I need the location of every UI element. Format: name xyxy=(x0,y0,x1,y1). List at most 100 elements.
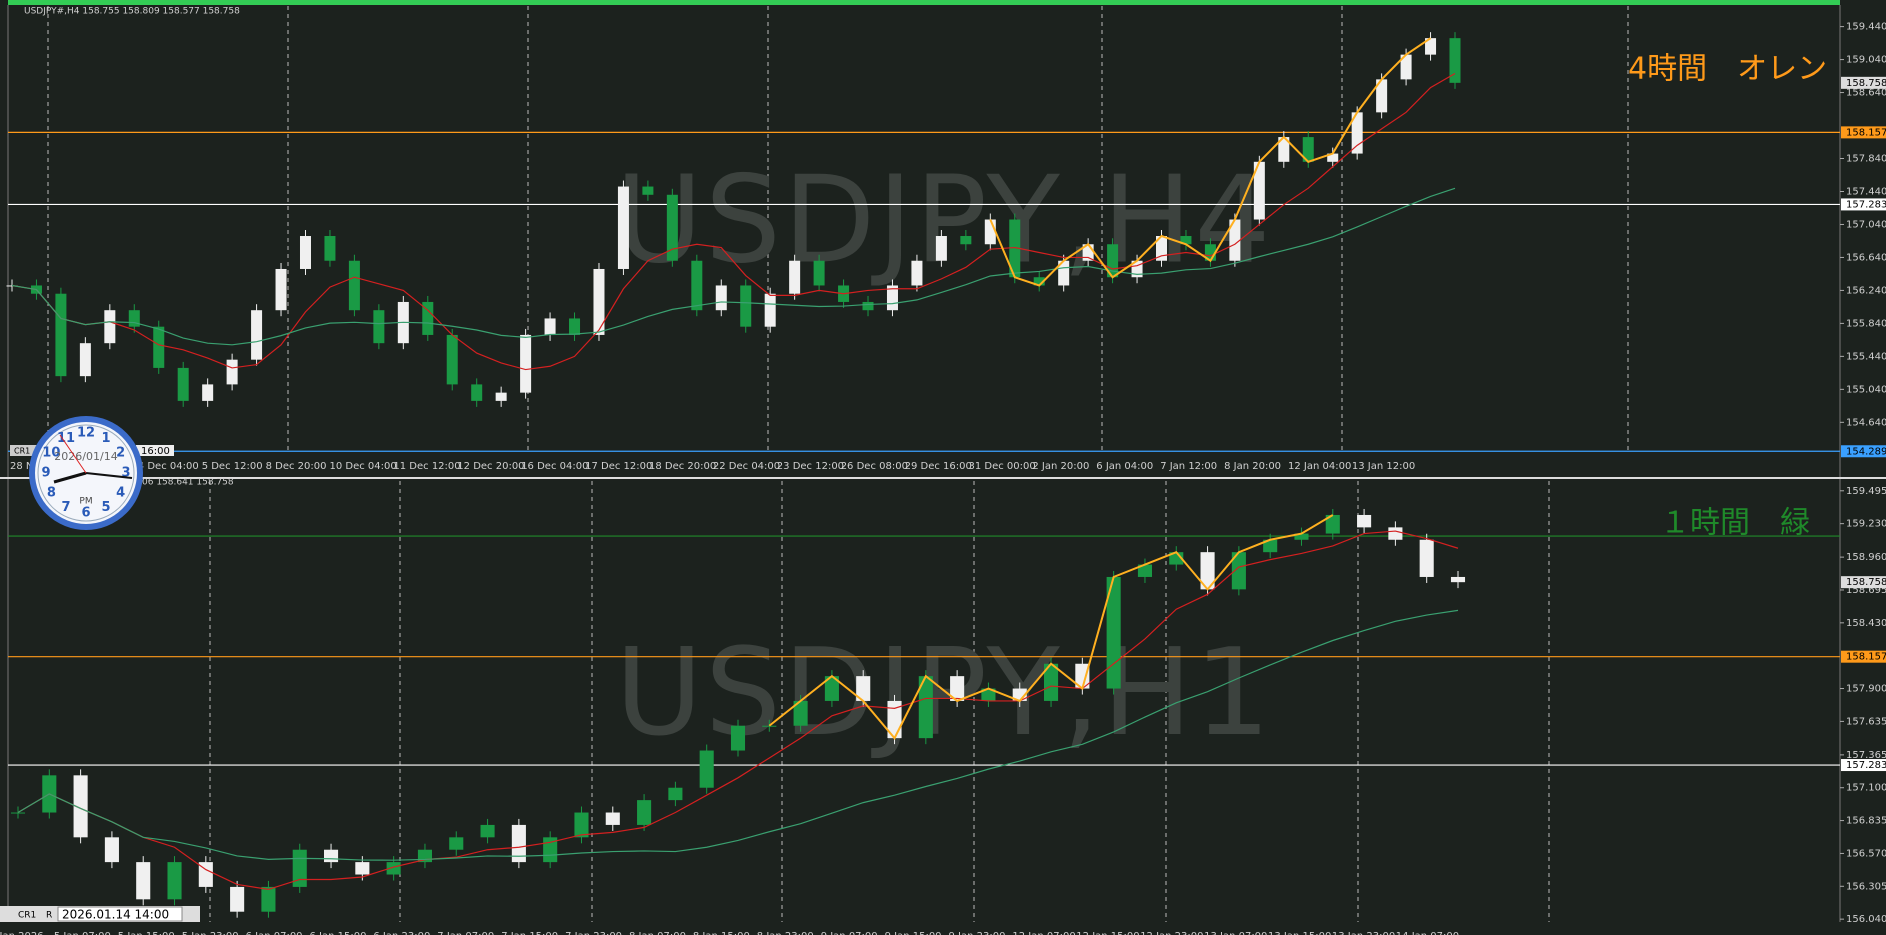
y-tick-label: 157.040 xyxy=(1846,219,1886,230)
x-tick-label: 10 Dec 04:00 xyxy=(330,461,397,472)
level-label: 157.283 xyxy=(1846,760,1886,771)
candle xyxy=(1204,244,1216,261)
candle xyxy=(793,700,808,726)
candle xyxy=(666,194,678,261)
candle xyxy=(480,824,495,838)
candle xyxy=(637,800,652,825)
status-corner: CR1 xyxy=(18,911,36,921)
x-tick-label: 5 Jan 23:00 xyxy=(182,931,239,935)
candle xyxy=(520,334,532,393)
x-tick-label: 6 Jan 04:00 xyxy=(1096,461,1153,472)
x-tick-label: 29 Dec 16:00 xyxy=(905,461,972,472)
y-tick-label: 157.365 xyxy=(1846,750,1886,761)
y-tick-label: 157.635 xyxy=(1846,716,1886,727)
candle xyxy=(569,318,581,335)
candle xyxy=(813,260,825,286)
candle xyxy=(1009,219,1021,278)
candle xyxy=(1137,564,1152,577)
x-tick-label: 14 Jan 07:00 xyxy=(1396,931,1459,935)
candle xyxy=(764,293,776,327)
candle xyxy=(762,725,777,727)
y-tick-label: 156.640 xyxy=(1846,252,1886,263)
time-box xyxy=(136,445,174,456)
x-tick-label: 22 Dec 04:00 xyxy=(713,461,780,472)
candle xyxy=(449,837,464,850)
candle xyxy=(1156,236,1168,261)
x-tick-label: 7 Jan 07:00 xyxy=(437,931,494,935)
candle xyxy=(1400,54,1412,80)
level-box xyxy=(1841,650,1886,663)
candle xyxy=(911,260,923,286)
ma-fast xyxy=(17,530,1459,891)
x-tick-label: 8 Jan 23:00 xyxy=(757,931,814,935)
candle xyxy=(1376,79,1388,113)
active-bar xyxy=(8,0,1840,5)
x-tick-label: 8 Jan 20:00 xyxy=(1224,461,1281,472)
candle xyxy=(471,384,483,401)
candle xyxy=(422,301,434,335)
candle xyxy=(1033,277,1045,286)
clock-number: 4 xyxy=(116,486,125,501)
candle xyxy=(981,688,996,701)
clock-number: 3 xyxy=(121,466,130,481)
candle xyxy=(128,310,140,327)
candle xyxy=(251,310,263,360)
level-box xyxy=(1841,759,1886,772)
x-tick-label: 4 Dec 04:00 xyxy=(138,461,199,472)
candle xyxy=(386,862,401,875)
x-tick-label: 5 Jan 15:00 xyxy=(118,931,175,935)
zigzag xyxy=(768,514,1334,740)
candle xyxy=(55,293,67,377)
clock-number: 10 xyxy=(42,446,60,461)
y-tick-label: 154.640 xyxy=(1846,417,1886,428)
x-tick-label: 9 Jan 15:00 xyxy=(885,931,942,935)
candle xyxy=(226,359,238,385)
minute-hand xyxy=(85,472,133,479)
clock-number: 2 xyxy=(116,446,125,461)
candle xyxy=(918,676,933,739)
candle xyxy=(824,676,839,701)
candle xyxy=(177,367,189,401)
candle xyxy=(446,334,458,385)
x-tick-label: 12 Dec 20:00 xyxy=(457,461,524,472)
candle xyxy=(1419,539,1434,577)
annotation: 4時間 オレン xyxy=(1628,52,1827,87)
candle xyxy=(1180,236,1192,245)
y-tick-label: 156.570 xyxy=(1846,848,1886,859)
x-tick-label: 2 Jan 2026 xyxy=(0,931,44,935)
candle xyxy=(136,862,151,900)
candle xyxy=(605,812,620,825)
candle xyxy=(1082,244,1094,261)
candle xyxy=(153,326,165,368)
y-tick-label: 155.840 xyxy=(1846,318,1886,329)
candle xyxy=(1327,153,1339,162)
candle xyxy=(699,750,714,788)
x-tick-label: 18 Dec 20:00 xyxy=(649,461,716,472)
x-tick-label: 7 Jan 15:00 xyxy=(501,931,558,935)
candle xyxy=(373,310,385,344)
candle xyxy=(544,318,556,335)
watermark: USDJPY,H1 xyxy=(615,624,1273,763)
candle xyxy=(1388,527,1403,540)
x-tick-label: 9 Jan 23:00 xyxy=(949,931,1006,935)
candle xyxy=(230,886,245,912)
zigzag xyxy=(989,37,1432,287)
level-box xyxy=(1841,126,1886,139)
candle xyxy=(1425,38,1437,55)
candle xyxy=(1058,260,1070,286)
candle xyxy=(715,285,727,311)
clock-ampm: PM xyxy=(79,497,92,507)
candle xyxy=(348,260,360,311)
candle xyxy=(1044,663,1059,701)
x-tick-label: 8 Jan 07:00 xyxy=(629,931,686,935)
x-tick-label: 31 Dec 00:00 xyxy=(969,461,1036,472)
y-tick-label: 158.640 xyxy=(1846,88,1886,99)
watermark: USDJPY,H4 xyxy=(615,152,1273,291)
candle xyxy=(574,812,589,838)
status-time: 2026.01.14 14:00 xyxy=(62,908,169,922)
x-tick-label: 6 Jan 15:00 xyxy=(310,931,367,935)
candle xyxy=(1107,244,1119,278)
candle xyxy=(1229,219,1241,261)
annotation: １時間 緑 xyxy=(1660,506,1810,541)
